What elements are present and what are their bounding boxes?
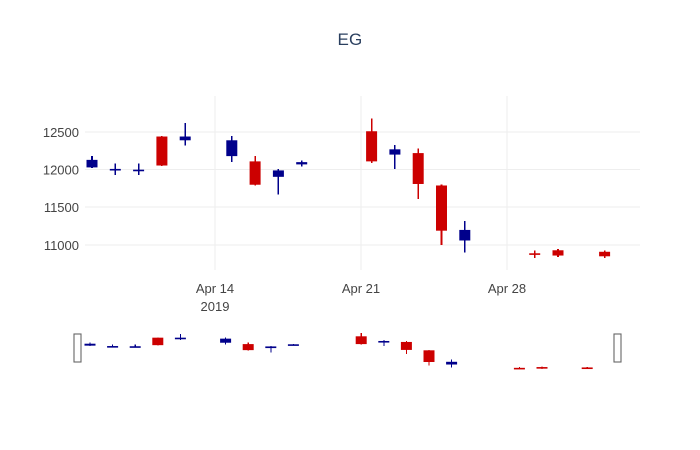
y-tick-label: 12500 xyxy=(43,125,79,140)
y-gridlines xyxy=(85,131,640,246)
candle-body[interactable] xyxy=(179,136,191,141)
x-gridlines xyxy=(214,96,508,270)
x-tick-label: Apr 14 xyxy=(196,281,234,296)
range-candle-body xyxy=(287,344,299,346)
range-candle-body xyxy=(265,346,277,349)
range-candle-body xyxy=(378,340,390,343)
x-tick-label: Apr 21 xyxy=(342,281,380,296)
range-handle-right[interactable] xyxy=(613,333,622,363)
range-candle-body xyxy=(84,343,96,346)
range-candle-body xyxy=(581,367,593,370)
candle-body[interactable] xyxy=(412,153,424,184)
candle-body[interactable] xyxy=(133,169,145,172)
range-candle-body xyxy=(220,338,232,343)
candle-body[interactable] xyxy=(249,161,261,185)
candle-body[interactable] xyxy=(109,168,121,171)
candlestick-series[interactable] xyxy=(86,0,628,258)
candle-body[interactable] xyxy=(226,140,238,157)
range-candle-body xyxy=(107,346,119,348)
candle-body[interactable] xyxy=(366,131,378,162)
candle-body[interactable] xyxy=(436,185,447,231)
page-title: EG xyxy=(337,30,363,49)
candle-body[interactable] xyxy=(389,149,401,155)
range-candle-body xyxy=(174,337,186,340)
y-tick-label: 11500 xyxy=(44,200,79,215)
range-candle-body xyxy=(242,344,254,351)
x-tick-sublabel: 2019 xyxy=(201,299,230,314)
range-candle-body xyxy=(513,367,525,370)
candle-body[interactable] xyxy=(599,251,611,257)
candle-body[interactable] xyxy=(296,162,308,165)
range-candle-body xyxy=(400,341,412,350)
candle-body[interactable] xyxy=(529,253,541,255)
range-candle-body xyxy=(446,361,458,365)
x-tick-label: Apr 28 xyxy=(488,281,526,296)
y-tick-label: 12000 xyxy=(43,163,79,178)
candle-body[interactable] xyxy=(459,229,471,241)
candle-body[interactable] xyxy=(156,136,168,166)
candle-body[interactable] xyxy=(272,170,284,177)
candle-body[interactable] xyxy=(552,250,564,256)
range-candle-body xyxy=(129,346,141,348)
x-axis-labels: Apr 14 2019 Apr 21 Apr 28 xyxy=(196,281,526,314)
y-axis-labels: 12500 12000 11500 11000 xyxy=(43,125,79,253)
range-handle-left[interactable] xyxy=(73,333,82,363)
candle-body[interactable] xyxy=(86,159,98,168)
range-candle-body xyxy=(536,367,548,369)
range-candle-body xyxy=(423,350,435,362)
range-candle-body xyxy=(152,337,164,346)
range-slider-track[interactable] xyxy=(75,325,621,375)
range-slider[interactable] xyxy=(73,0,622,375)
range-candle-body xyxy=(355,336,367,345)
range-slider-series xyxy=(84,333,593,370)
y-tick-label: 11000 xyxy=(44,238,79,253)
